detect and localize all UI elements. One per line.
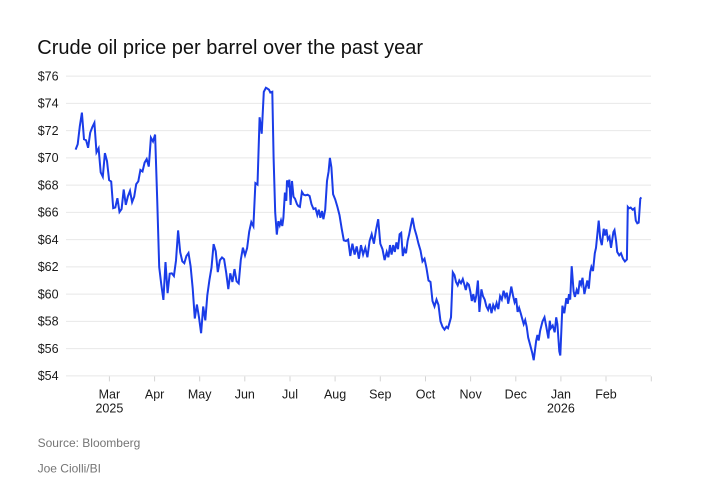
svg-text:$58: $58 xyxy=(38,315,59,329)
svg-text:$70: $70 xyxy=(38,151,59,165)
svg-text:Source: Bloomberg: Source: Bloomberg xyxy=(38,436,141,450)
svg-text:Dec: Dec xyxy=(505,388,527,402)
svg-text:$68: $68 xyxy=(38,178,59,192)
svg-text:Nov: Nov xyxy=(459,388,482,402)
svg-text:Joe Ciolli/BI: Joe Ciolli/BI xyxy=(38,461,101,475)
svg-text:Mar: Mar xyxy=(99,388,121,402)
svg-text:Apr: Apr xyxy=(145,388,164,402)
svg-text:Jun: Jun xyxy=(235,388,255,402)
svg-text:Feb: Feb xyxy=(595,388,617,402)
svg-text:$62: $62 xyxy=(38,260,59,274)
svg-text:Jan: Jan xyxy=(551,388,571,402)
svg-text:Oct: Oct xyxy=(416,388,436,402)
svg-text:$74: $74 xyxy=(38,97,59,111)
svg-text:$60: $60 xyxy=(38,287,59,301)
svg-text:$66: $66 xyxy=(38,206,59,220)
svg-text:$54: $54 xyxy=(38,369,59,383)
svg-text:$64: $64 xyxy=(38,233,59,247)
svg-text:May: May xyxy=(188,388,212,402)
svg-text:2025: 2025 xyxy=(95,402,123,416)
svg-text:2026: 2026 xyxy=(547,402,575,416)
svg-text:$56: $56 xyxy=(38,342,59,356)
svg-text:$72: $72 xyxy=(38,124,59,138)
svg-text:Jul: Jul xyxy=(282,388,298,402)
svg-text:Crude oil price per barrel ove: Crude oil price per barrel over the past… xyxy=(37,37,423,59)
svg-text:Aug: Aug xyxy=(324,388,346,402)
svg-text:$76: $76 xyxy=(38,69,59,83)
svg-text:Sep: Sep xyxy=(369,388,391,402)
